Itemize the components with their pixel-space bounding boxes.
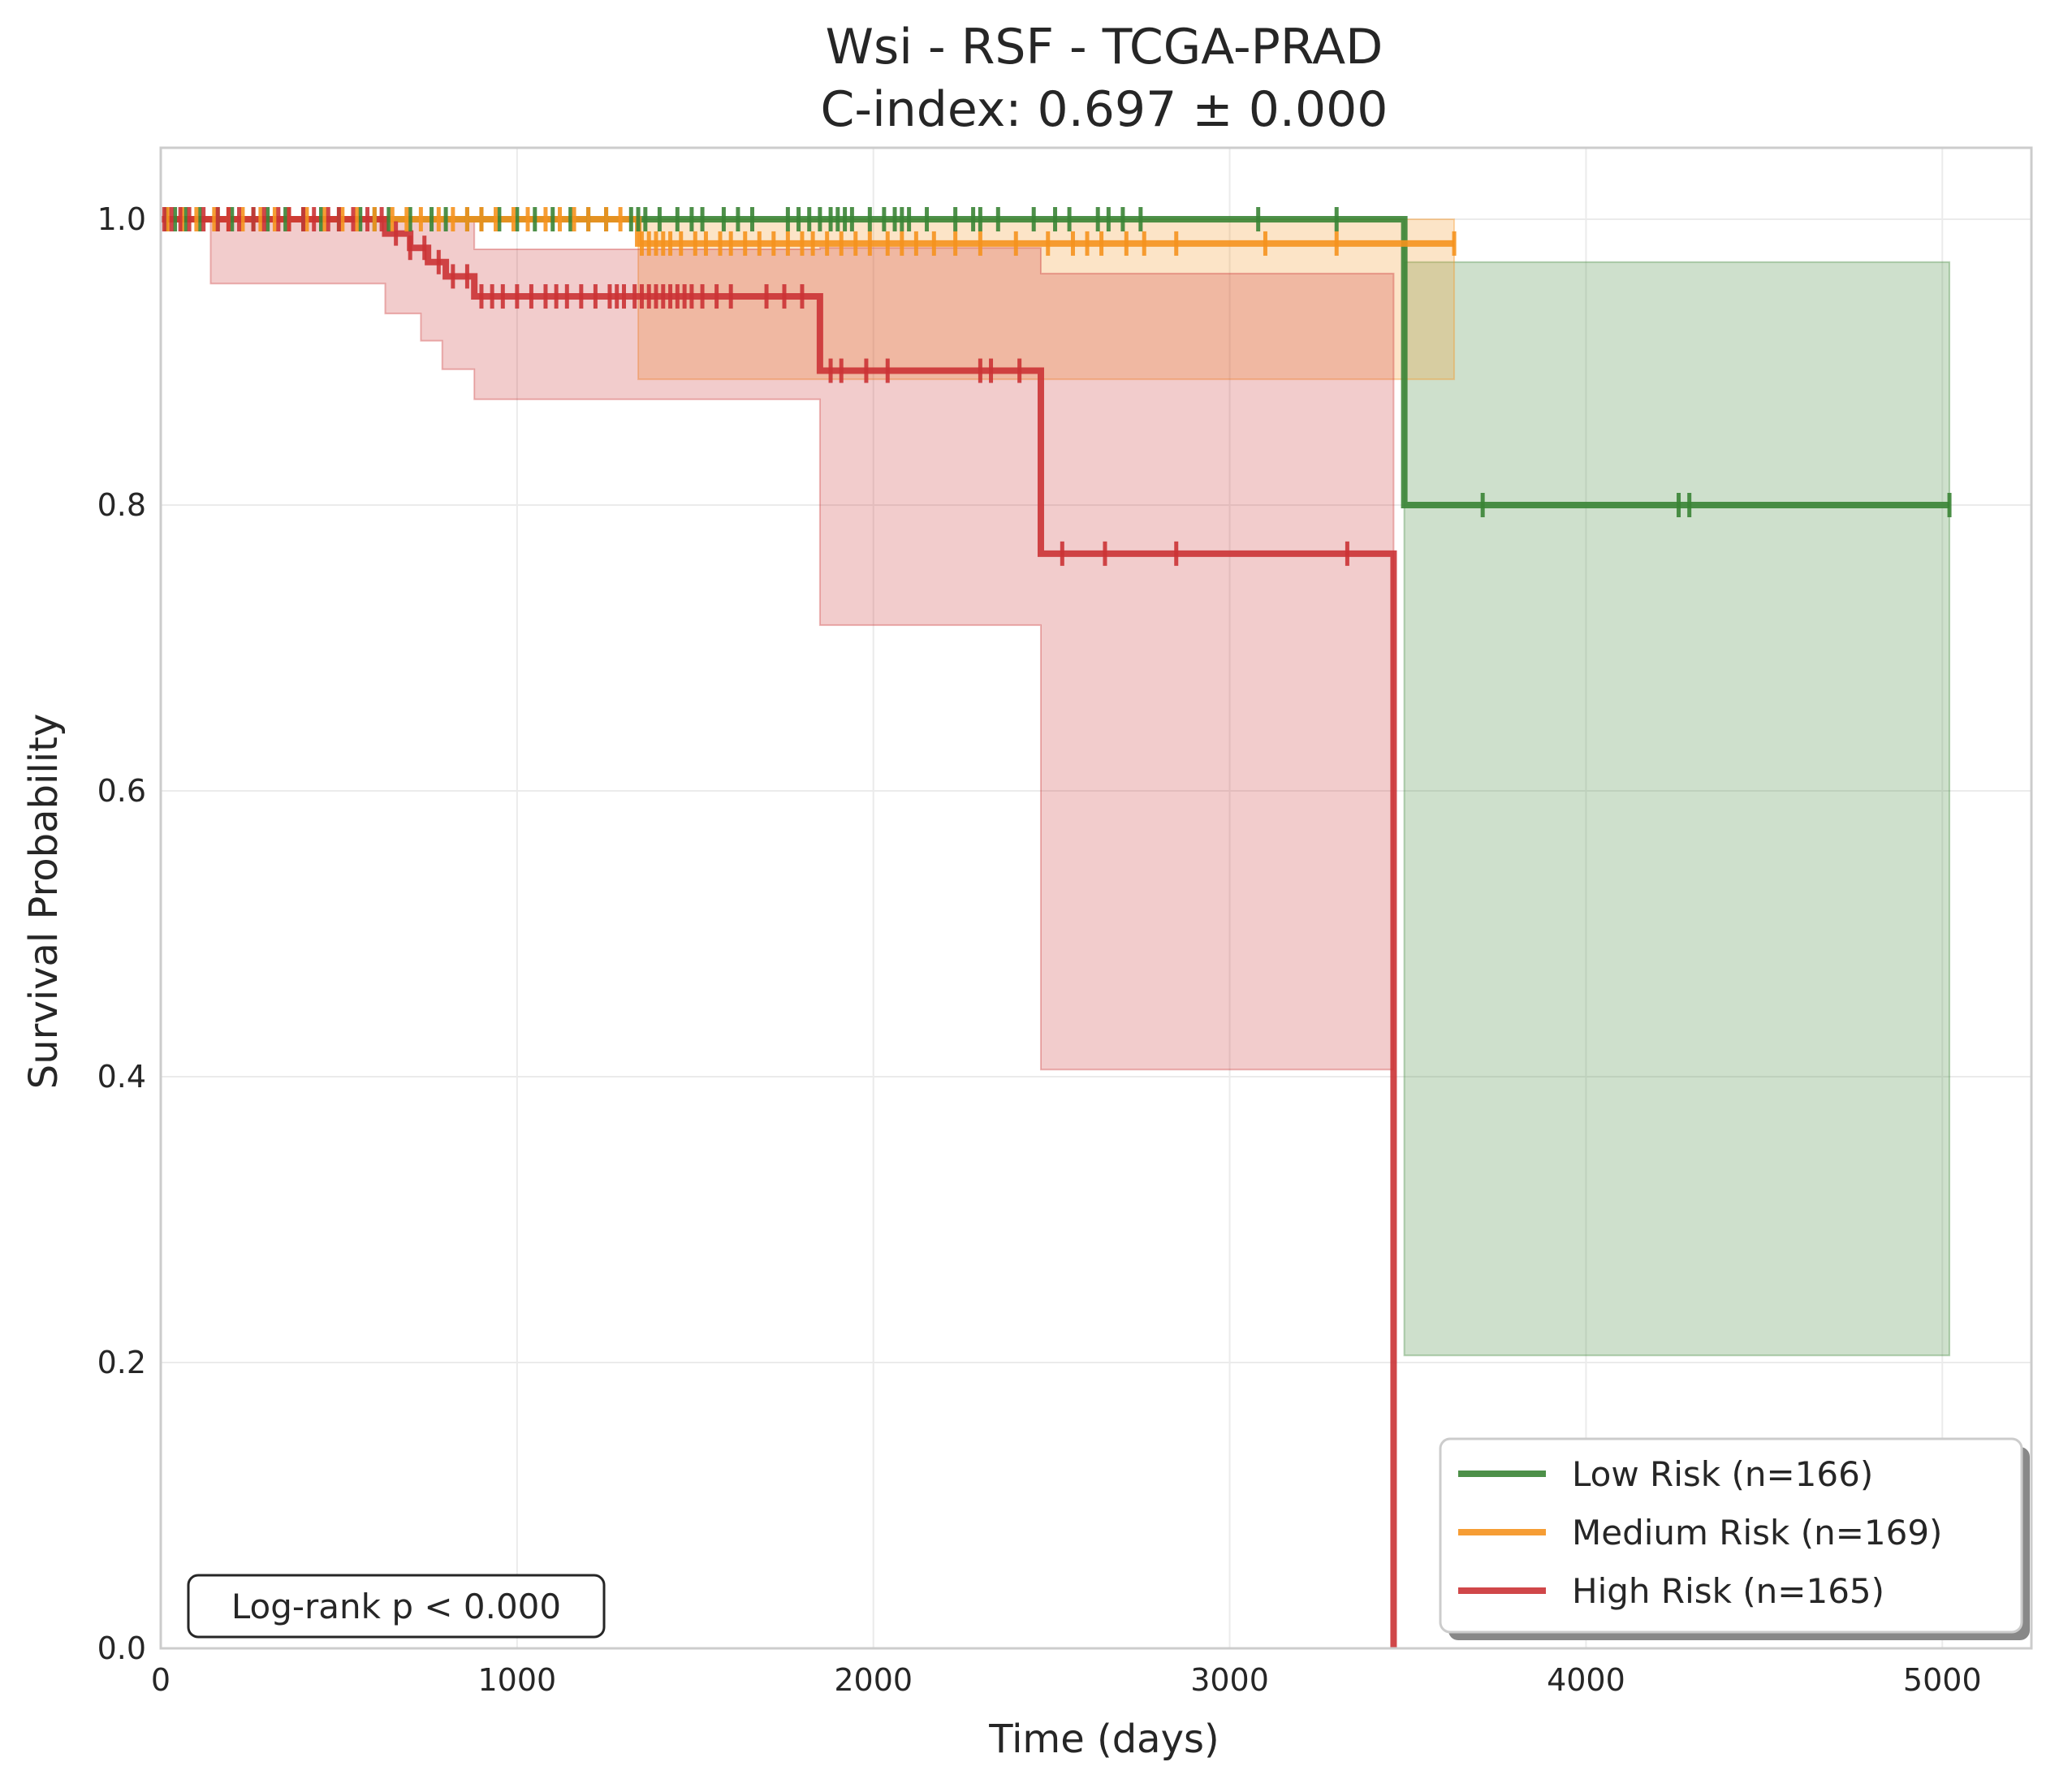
y-tick-label: 1.0: [97, 201, 146, 237]
legend-box: [1439, 1437, 2023, 1634]
x-tick-label: 0: [151, 1662, 171, 1698]
axis-ticks: 0 1000 2000 3000 4000 5000 0.0 0.2 0.4 0.6 0.8 1.0: [97, 201, 1982, 1698]
x-tick-label: 3000: [1190, 1662, 1269, 1698]
annotation-box: [187, 1574, 606, 1639]
x-axis-label: Time (days): [988, 1717, 1219, 1762]
y-axis-label: Survival Probability: [21, 714, 67, 1090]
plot-frame: [159, 146, 2033, 1650]
log-rank-annotation: Log-rank p < 0.000: [187, 1574, 606, 1639]
y-tick-label: 0.6: [97, 773, 146, 809]
x-tick-label: 5000: [1903, 1662, 1982, 1698]
y-tick-label: 0.2: [97, 1345, 146, 1380]
y-tick-label: 0.0: [97, 1630, 146, 1666]
x-tick-label: 2000: [834, 1662, 913, 1698]
high-risk-curve: [161, 216, 1397, 1648]
annotation-text: Log-rank p < 0.000: [231, 1587, 561, 1626]
y-tick-label: 0.4: [97, 1059, 146, 1095]
x-tick-label: 1000: [477, 1662, 556, 1698]
high-risk-legend-label: High Risk (n=165): [1572, 1571, 1884, 1611]
legend-entries: Low Risk (n=166) Medium Risk (n=169) High …: [1458, 1454, 1942, 1611]
y-tick-label: 0.8: [97, 487, 146, 523]
chart-subtitle: C-index: 0.697 ± 0.000: [821, 81, 1388, 138]
censor-marks: [162, 207, 1952, 566]
low-risk-legend-label: Low Risk (n=166): [1572, 1454, 1873, 1494]
chart-title: Wsi - RSF - TCGA-PRAD: [826, 19, 1383, 76]
x-tick-label: 4000: [1547, 1662, 1625, 1698]
legend: Low Risk (n=166) Medium Risk (n=169) High …: [1439, 1437, 2030, 1640]
medium-risk-legend-label: Medium Risk (n=169): [1572, 1513, 1942, 1553]
